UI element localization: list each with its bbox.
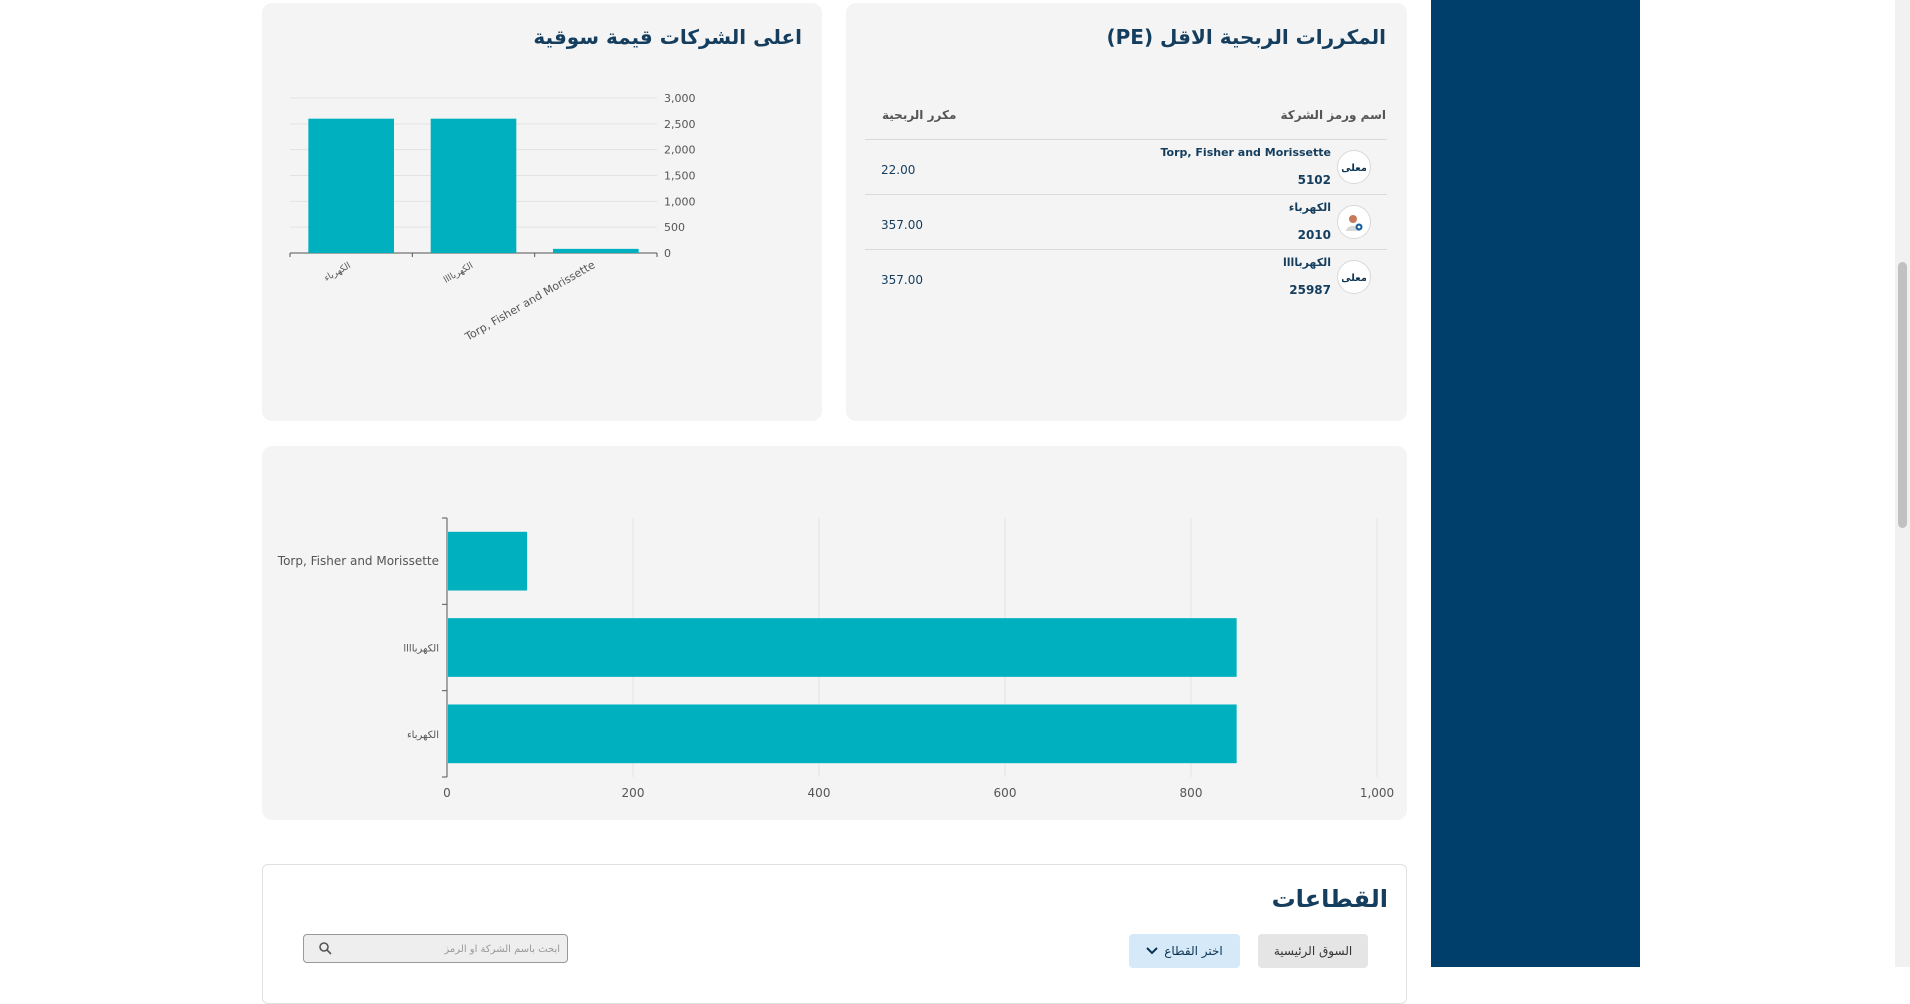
table-row[interactable]: معلى الكهرباااا 25987 357.00 (865, 252, 1387, 306)
company-search-box[interactable] (303, 934, 568, 963)
select-sector-dropdown[interactable]: اختر القطاع (1129, 934, 1240, 968)
company-name: الكهرباااا (1283, 256, 1331, 269)
y-tick-label: 500 (664, 221, 685, 234)
svg-text:معلى: معلى (1342, 273, 1366, 283)
bar[interactable] (308, 118, 394, 254)
x-tick-label: 1,000 (1360, 786, 1394, 800)
bar[interactable] (448, 531, 528, 591)
sectors-card: القطاعات السوق الرئيسية اختر القطاع (262, 864, 1407, 1004)
select-sector-label: اختر القطاع (1164, 944, 1223, 958)
svg-text:معلى: معلى (1342, 163, 1366, 173)
company-logo-mark: معلى (1342, 163, 1366, 173)
table-row[interactable]: الكهرباء 2010 357.00 (865, 197, 1387, 251)
bar[interactable] (448, 704, 1237, 764)
x-tick-label: 600 (994, 786, 1017, 800)
y-tick-label: 1,500 (664, 170, 696, 183)
company-logo-icon: معلى (1337, 260, 1371, 294)
pe-value: 22.00 (881, 163, 916, 177)
x-tick-label: 400 (808, 786, 831, 800)
company-name: Torp, Fisher and Morissette (1160, 146, 1331, 159)
horizontal-bar-card: 0 200 400 600 800 1,000 Torp, Fisher and Moris… (262, 446, 1407, 820)
search-icon[interactable] (318, 941, 332, 955)
avatar-icon (1337, 205, 1371, 239)
column-header-company: اسم ورمز الشركة (1280, 108, 1387, 122)
sidebar-panel (1431, 0, 1640, 967)
table-divider (865, 249, 1387, 250)
company-name: الكهرباء (1288, 201, 1331, 214)
pe-value: 357.00 (881, 218, 923, 232)
bar[interactable] (553, 248, 639, 253)
horizontal-bar-chart: 0 200 400 600 800 1,000 Torp, Fisher and Moris… (277, 517, 1394, 800)
company-code: 2010 (1297, 228, 1331, 242)
x-tick-label: 200 (622, 786, 645, 800)
company-logo-mark: معلى (1342, 273, 1366, 283)
page-scrollbar-thumb[interactable] (1898, 262, 1907, 528)
y-tick-label: Torp, Fisher and Morissette (277, 554, 439, 568)
y-tick-label: 2,000 (664, 144, 696, 157)
x-tick-label: 0 (443, 786, 451, 800)
search-input[interactable] (338, 938, 562, 961)
main-market-tab[interactable]: السوق الرئيسية (1258, 934, 1368, 968)
y-tick-label: الكهرباء (407, 730, 439, 741)
table-row[interactable]: معلى Torp, Fisher and Morissette 5102 22… (865, 142, 1387, 196)
top-market-cap-title: اعلى الشركات قيمة سوقية (533, 25, 802, 49)
bar[interactable] (430, 118, 517, 254)
market-cap-chart: 0 500 1,000 1,500 2,000 2,500 3,000 الكهرباء الك… (289, 92, 696, 344)
x-tick-label: 800 (1180, 786, 1203, 800)
top-market-cap-card: اعلى الشركات قيمة سوقية 0 500 1,000 1,500 2,… (262, 3, 822, 421)
company-code: 25987 (1289, 283, 1331, 297)
y-tick-label: 1,000 (664, 195, 696, 208)
table-divider (865, 139, 1387, 140)
avatar-mark (1346, 215, 1363, 231)
table-divider (865, 194, 1387, 195)
x-tick-label: الكهرباء (323, 261, 353, 284)
y-tick-label: 0 (664, 247, 671, 260)
x-tick-label: Torp, Fisher and Morissette (462, 258, 598, 344)
lowest-pe-card: المكررات الربحية الاقل (PE) اسم ورمز الش… (846, 3, 1407, 421)
x-tick-label: الكهرباااا (442, 261, 475, 286)
lowest-pe-title: المكررات الربحية الاقل (PE) (1106, 25, 1386, 49)
chevron-down-icon (1146, 947, 1158, 955)
bar[interactable] (448, 618, 1237, 677)
column-header-pe: مكرر الربحية (882, 108, 957, 122)
sectors-title: القطاعات (1271, 885, 1388, 913)
pe-value: 357.00 (881, 273, 923, 287)
company-code: 5102 (1297, 173, 1331, 187)
company-logo-icon: معلى (1337, 150, 1371, 184)
y-tick-label: 3,000 (664, 92, 696, 105)
y-tick-label: 2,500 (664, 118, 696, 131)
y-tick-label: الكهرباااا (403, 644, 439, 655)
